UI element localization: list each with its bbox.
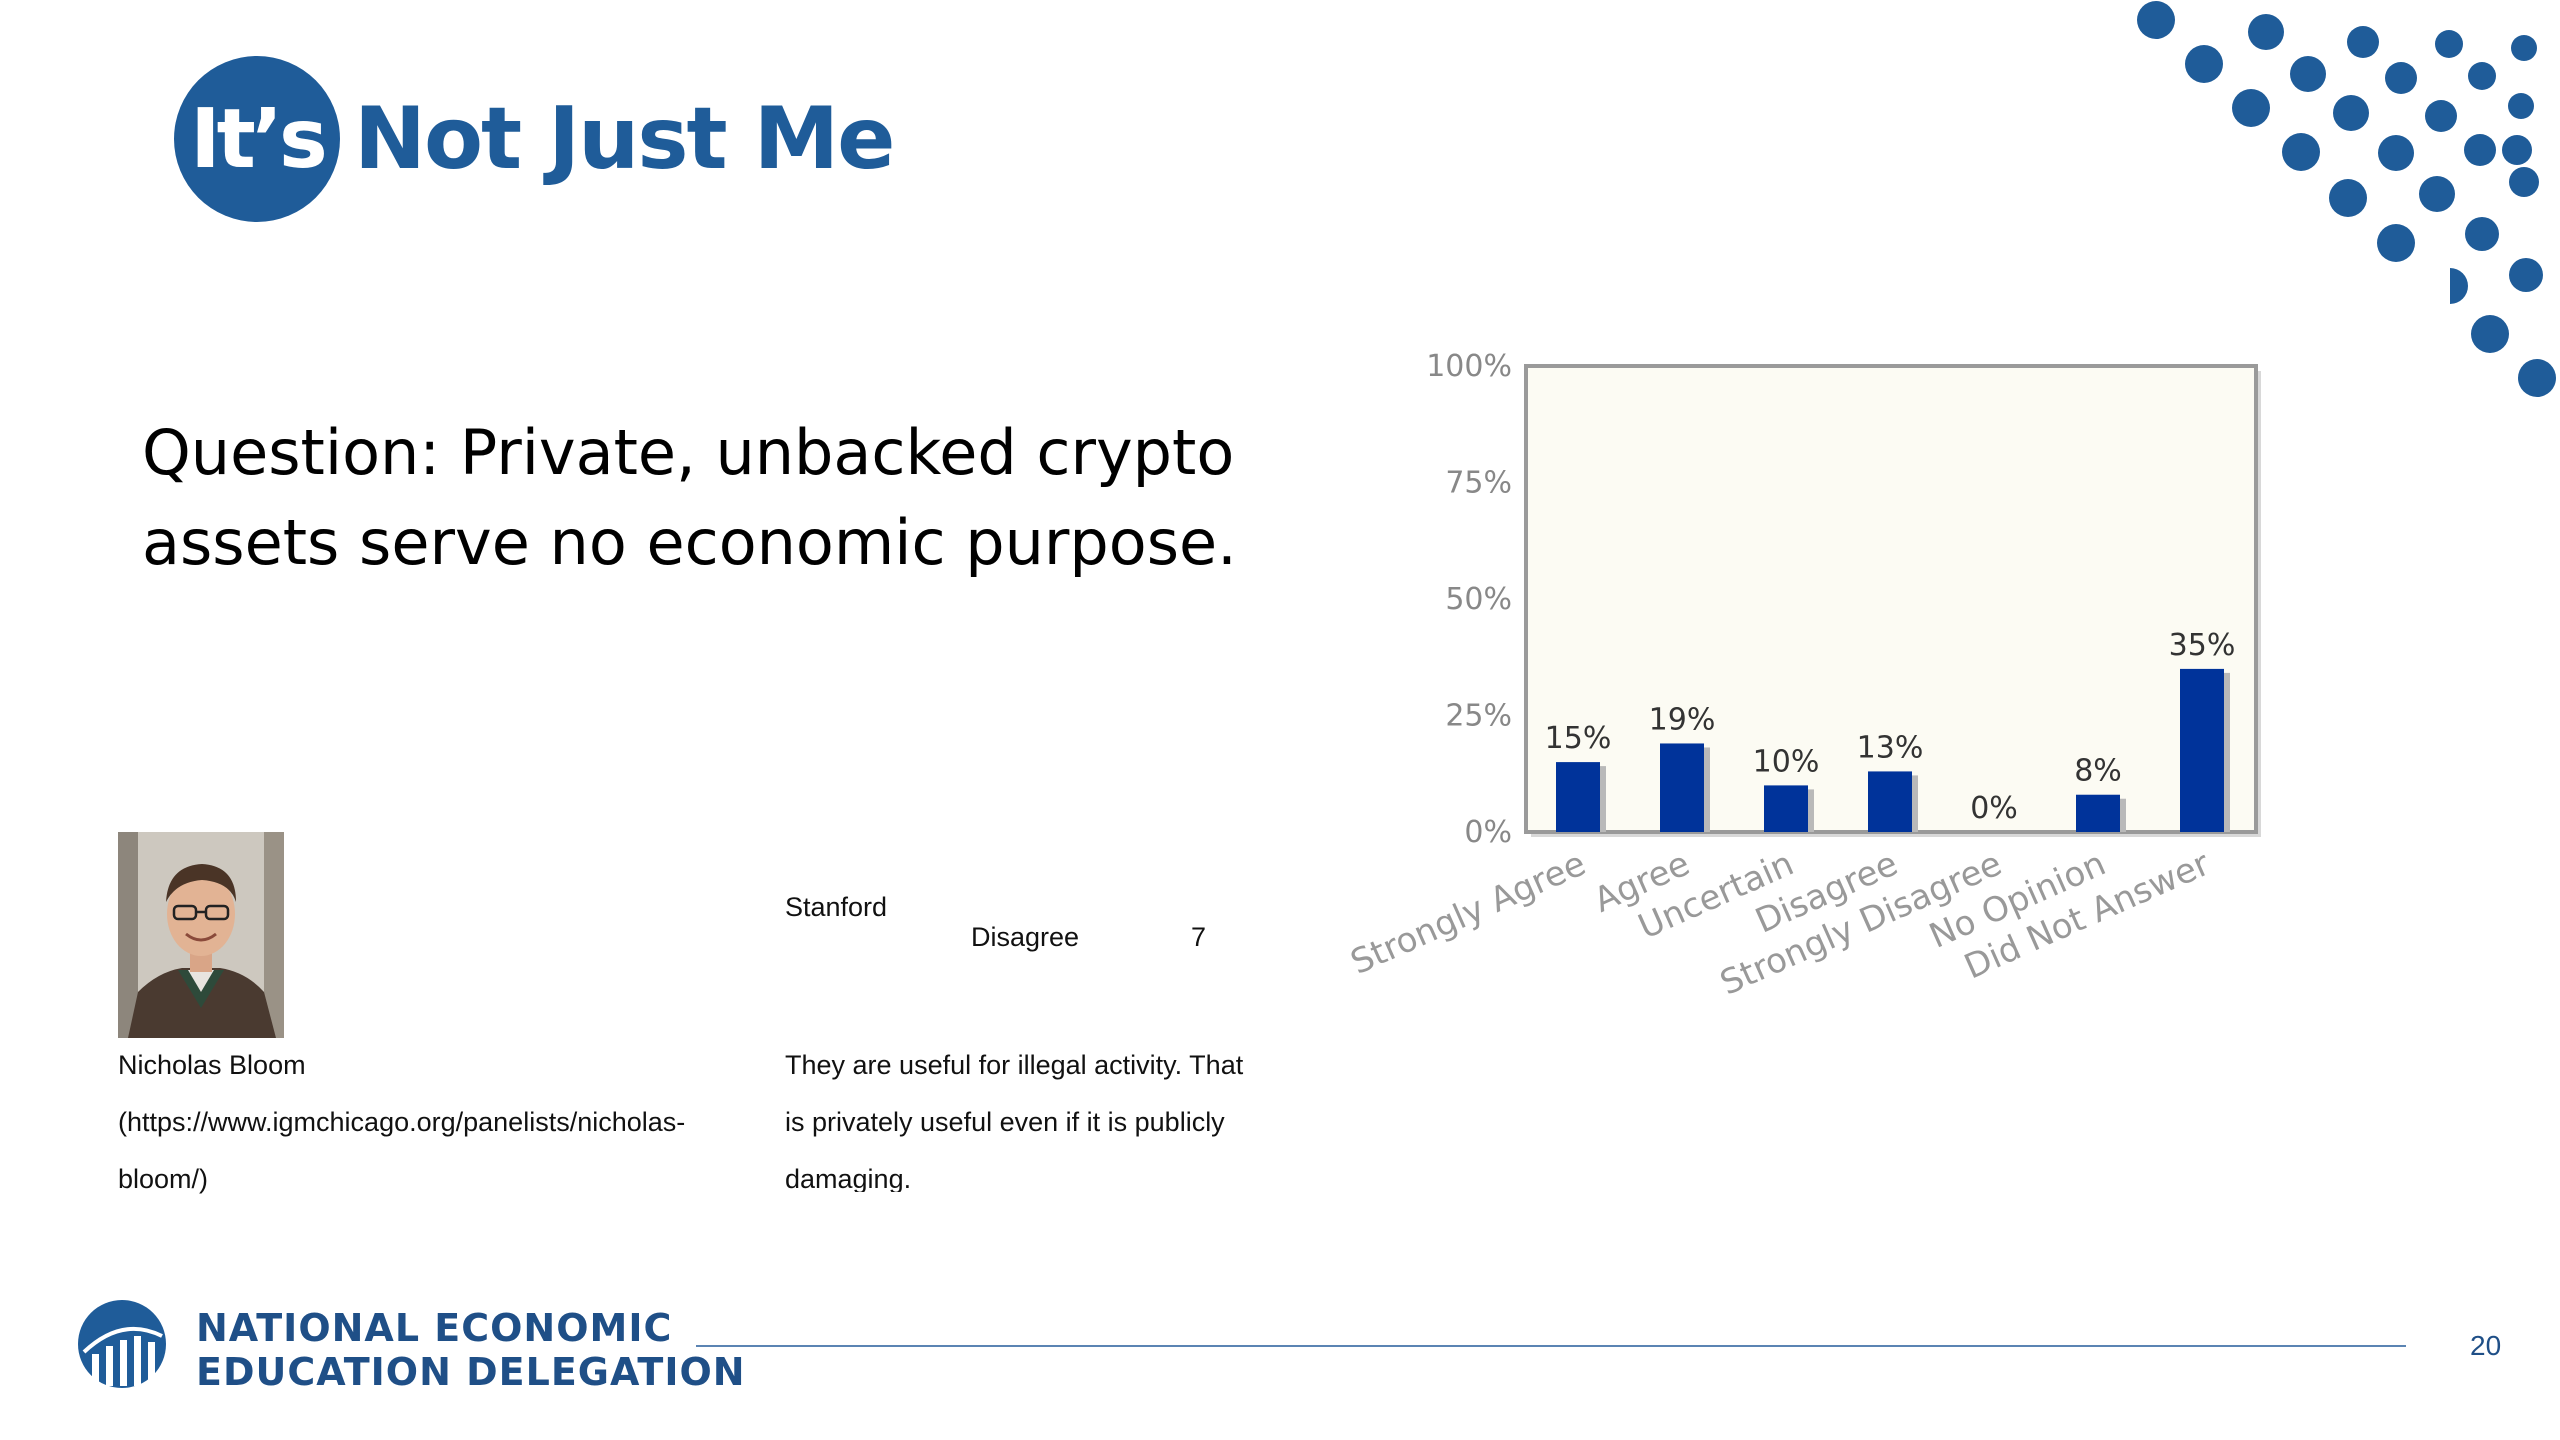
panelist-name: Nicholas Bloom (118, 1050, 306, 1080)
data-label: 10% (1753, 744, 1820, 779)
y-tick-label: 100% (1426, 349, 1512, 384)
panelist-institution: Stanford (785, 892, 888, 922)
panelist-photo (118, 832, 284, 1038)
bar (1556, 762, 1600, 832)
data-label: 0% (1970, 791, 2018, 826)
y-tick-label: 75% (1445, 466, 1512, 501)
title-text: Not Just Me (354, 89, 895, 189)
survey-question: Question: Private, unbacked crypto asset… (142, 408, 1322, 588)
bar (2076, 794, 2120, 832)
panelist-confidence: 7 (1191, 922, 1207, 952)
bar (1868, 771, 1912, 832)
organization-name: NATIONAL ECONOMIC EDUCATION DELEGATION (196, 1306, 746, 1394)
data-label: 13% (1857, 730, 1924, 765)
y-tick-label: 25% (1445, 699, 1512, 734)
slide-title: It’s Not Just Me (174, 56, 895, 222)
data-label: 15% (1545, 721, 1612, 756)
y-tick-label: 0% (1464, 815, 1512, 850)
panelist-comment-line-1: They are useful for illegal activity. Th… (785, 1050, 1244, 1080)
question-line-1: Question: Private, unbacked crypto (142, 416, 1235, 489)
org-name-line-1: NATIONAL ECONOMIC (196, 1306, 673, 1350)
panelist-comment-line-3: damaging. (785, 1164, 912, 1192)
footer-divider (696, 1345, 2406, 1347)
panelist-comment-line-2: is privately useful even if it is public… (785, 1107, 1225, 1137)
panelist-url-line-2[interactable]: bloom/) (118, 1164, 209, 1194)
decorative-dots (2137, 1, 2556, 397)
panelist-vote: Disagree (971, 922, 1080, 952)
title-badge: It’s (174, 56, 340, 222)
survey-bar-chart: 0%25%50%75%100%15%Strongly Agree19%Agree… (1345, 349, 2261, 1004)
bar (1764, 785, 1808, 832)
bar (2180, 668, 2224, 832)
data-label: 35% (2169, 628, 2236, 663)
x-category-label: Strongly Agree (1345, 844, 1592, 983)
y-tick-label: 50% (1445, 582, 1512, 617)
org-name-line-2: EDUCATION DELEGATION (196, 1350, 746, 1394)
data-label: 8% (2074, 754, 2122, 789)
panelist-url-line-1[interactable]: (https://www.igmchicago.org/panelists/ni… (118, 1107, 686, 1137)
person-portrait-icon (118, 832, 284, 1038)
title-badge-text: It’s (190, 91, 328, 187)
data-label: 19% (1649, 702, 1716, 737)
need-logo-icon (78, 1300, 166, 1388)
page-number: 20 (2470, 1330, 2502, 1361)
bar (1660, 743, 1704, 832)
question-line-2: assets serve no economic purpose. (142, 506, 1237, 579)
plot-area (1524, 364, 2258, 834)
